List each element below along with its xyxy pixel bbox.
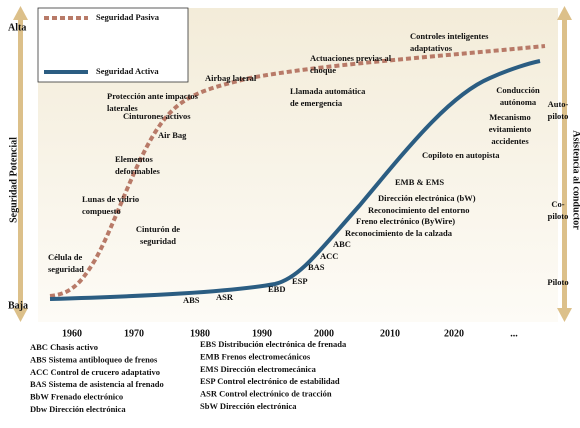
active-milestone: Dirección electrónica (bW) — [378, 193, 476, 203]
passive-milestone: laterales — [107, 103, 138, 113]
glossary-entry: EMB Frenos electromecánicos — [200, 351, 311, 361]
active-milestone: Mecanismo — [489, 112, 531, 122]
active-milestone: ASR — [216, 292, 234, 302]
glossary-entry: EBS Distribución electrónica de frenada — [200, 339, 347, 349]
passive-milestone: Elementos — [115, 154, 153, 164]
glossary-entry: ABC Chasis activo — [30, 342, 98, 352]
glossary-entry: Dbw Dirección electrónica — [30, 404, 126, 414]
active-milestone: ESP — [292, 276, 308, 286]
y2-level: Piloto — [547, 277, 568, 287]
glossary-entry: ESP Control electrónico de estabilidad — [200, 376, 340, 386]
active-milestone: Conducción — [496, 85, 540, 95]
y2-level: Auto- — [548, 99, 569, 109]
y2-axis-arrow — [557, 6, 572, 322]
glossary-entry: BAS Sistema de asistencia al frenado — [30, 379, 164, 389]
active-milestone: Reconocimiento del entorno — [368, 205, 470, 215]
active-milestone: ABC — [333, 239, 351, 249]
active-curve — [49, 59, 541, 301]
x-tick-label: 1990 — [252, 328, 272, 339]
active-milestone: autónoma — [500, 97, 537, 107]
passive-milestone: de emergencia — [290, 98, 343, 108]
y2-level: piloto — [548, 111, 569, 121]
active-milestone: Copiloto en autopista — [422, 150, 500, 160]
passive-milestone: Cinturón de — [136, 224, 180, 234]
x-tick-label: 1980 — [190, 328, 210, 339]
glossary-entry: BbW Frenado electrónico — [30, 392, 123, 402]
glossary-entry: SbW Dirección electrónica — [200, 401, 297, 411]
legend — [37, 7, 189, 83]
active-milestone: Reconocimiento de la calzada — [345, 228, 453, 238]
passive-milestone: Cinturones activos — [123, 111, 191, 121]
passive-milestone: seguridad — [140, 236, 176, 246]
y-axis-arrow — [13, 6, 28, 322]
active-milestone: Freno electrónico (ByWire) — [356, 216, 455, 226]
passive-milestone: Actuaciones previas al — [310, 53, 392, 63]
y2-level: piloto — [548, 211, 569, 221]
passive-milestone: seguridad — [48, 264, 84, 274]
passive-curve — [49, 44, 546, 298]
y-label: Seguridad Potencial — [8, 137, 19, 223]
x-tick-label: 2010 — [380, 328, 400, 339]
y2-label: Asistencia al conductor — [571, 130, 580, 230]
glossary-entry: ABS Sistema antibloqueo de frenos — [30, 354, 158, 364]
legend-label: Seguridad Pasiva — [96, 12, 160, 22]
passive-milestone: Lunas de vidrio — [82, 194, 139, 204]
y2-level: Co- — [551, 199, 564, 209]
glossary-entry: ACC Control de crucero adaptativo — [30, 367, 160, 377]
x-tick-label: 1960 — [62, 328, 82, 339]
passive-milestone: Llamada automática — [290, 86, 366, 96]
active-milestone: accidentes — [491, 136, 529, 146]
passive-milestone: compuesto — [82, 206, 121, 216]
x-tick-label: 1970 — [124, 328, 144, 339]
passive-milestone: Célula de — [48, 252, 82, 262]
x-tick-label: ... — [510, 328, 518, 339]
passive-milestone: Protección ante impactos — [107, 91, 199, 101]
passive-milestone: Airbag lateral — [205, 73, 257, 83]
legend-label: Seguridad Activa — [96, 66, 159, 76]
active-milestone: EMB & EMS — [395, 177, 444, 187]
passive-milestone: Air Bag — [158, 130, 187, 140]
active-milestone: BAS — [308, 262, 325, 272]
y-low: Baja — [8, 300, 28, 311]
passive-milestone: Controles inteligentes — [410, 31, 489, 41]
passive-milestone: adaptativos — [410, 43, 453, 53]
passive-milestone: deformables — [115, 166, 161, 176]
x-tick-label: 2020 — [444, 328, 464, 339]
active-milestone: evitamiento — [489, 124, 532, 134]
glossary-entry: EMS Dirección electromecánica — [200, 364, 317, 374]
glossary-entry: ASR Control electrónico de tracción — [200, 389, 332, 399]
active-milestone: ABS — [183, 295, 200, 305]
x-tick-label: 2000 — [314, 328, 334, 339]
active-milestone: ACC — [320, 251, 338, 261]
y-high: Alta — [8, 22, 26, 33]
active-milestone: EBD — [268, 284, 285, 294]
passive-milestone: choque — [310, 65, 336, 75]
